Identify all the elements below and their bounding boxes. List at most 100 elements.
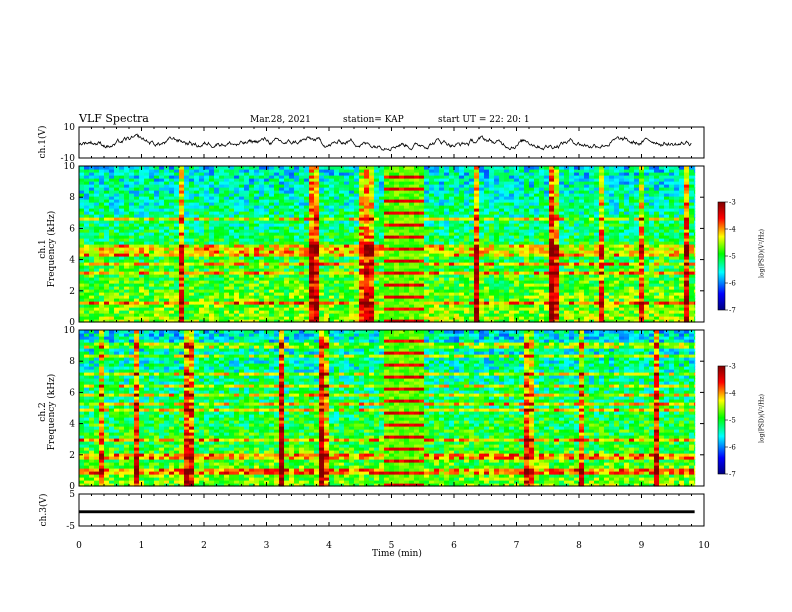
ch1-spectrogram-cell xyxy=(434,298,440,302)
ch1-spectrogram-cell xyxy=(474,244,480,248)
ch1-spectrogram-cell xyxy=(514,283,520,287)
ch1-spectrogram-cell xyxy=(174,226,180,230)
ch1-spectrogram-cell xyxy=(569,226,575,230)
ch1-spectrogram-cell xyxy=(219,307,225,311)
ch1-spectrogram-cell xyxy=(304,304,310,308)
ch1-spectrogram-cell xyxy=(224,202,230,206)
ch1-spectrogram-cell xyxy=(604,262,610,266)
ch1-spectrogram-cell xyxy=(304,286,310,290)
ch1-spectrogram-cell xyxy=(294,295,300,299)
ch1-spectrogram-cell xyxy=(204,286,210,290)
ch1-spectrogram-cell xyxy=(164,235,170,239)
ch1-spectrogram-cell xyxy=(349,211,355,215)
ch1-spectrogram-cell xyxy=(229,319,235,323)
ch1-spectrogram-cell xyxy=(114,247,120,251)
ch1-spectrogram-cell xyxy=(454,307,460,311)
ch1-spectrogram-cell xyxy=(154,217,160,221)
ch1-spectrogram-cell xyxy=(584,295,590,299)
ch1-spectrogram-cell xyxy=(169,250,175,254)
ch1-spectrogram-cell xyxy=(184,301,190,305)
ch1-spectrogram-cell xyxy=(559,262,565,266)
ch1-spectrogram-cell xyxy=(409,256,415,260)
ch1-spectrogram-cell xyxy=(434,283,440,287)
ch1-spectrogram-cell xyxy=(139,271,145,275)
ch1-spectrogram-cell xyxy=(604,208,610,212)
ch1-spectrogram-cell xyxy=(359,244,365,248)
ch1-spectrogram-cell xyxy=(259,229,265,233)
ch1-spectrogram-cell xyxy=(344,271,350,275)
ch1-spectrogram-cell xyxy=(629,313,635,317)
ch1-spectrogram-cell xyxy=(639,271,645,275)
ch1-spectrogram-cell xyxy=(249,205,255,209)
ch1-spectrogram-cell xyxy=(694,301,696,305)
ch1-spectrogram-cell xyxy=(274,214,280,218)
ch1-spectrogram-cell xyxy=(514,217,520,221)
ch1-spectrogram-cell xyxy=(424,280,430,284)
ch1-spectrogram-cell xyxy=(99,202,105,206)
ch1-spectrogram-cell xyxy=(599,208,605,212)
ch1-spectrogram-cell xyxy=(484,244,490,248)
ch1-spectrogram-cell xyxy=(174,283,180,287)
ch1-spectrogram-cell xyxy=(549,292,555,296)
ch1-spectrogram-cell xyxy=(284,277,290,281)
ch1-spectrogram-cell xyxy=(284,202,290,206)
ch1-spectrogram-cell xyxy=(424,217,430,221)
ch1-spectrogram-cell xyxy=(174,205,180,209)
ch1-spectrogram-cell xyxy=(389,253,395,257)
ch1-spectrogram-cell xyxy=(494,271,500,275)
ch1-spectrogram-cell xyxy=(509,256,515,260)
ch1-spectrogram-cell xyxy=(564,238,570,242)
ch1-spectrogram-cell xyxy=(509,286,515,290)
ch1-spectrogram-cell xyxy=(89,241,95,245)
ch1-spectrogram-cell xyxy=(144,256,150,260)
ch1-spectrogram-cell xyxy=(119,247,125,251)
ch1-spectrogram-cell xyxy=(214,205,220,209)
ch1-spectrogram-cell xyxy=(349,235,355,239)
ch1-spectrogram-cell xyxy=(439,277,445,281)
ch1-spectrogram-cell xyxy=(194,238,200,242)
ch1-spectrogram-cell xyxy=(594,229,600,233)
ch1-spectrogram-cell xyxy=(679,286,685,290)
ch1-spectrogram-cell xyxy=(474,247,480,251)
ch1-spectrogram-cell xyxy=(664,280,670,284)
ch1-spectrogram-cell xyxy=(359,220,365,224)
ch1-spectrogram-cell xyxy=(89,274,95,278)
ch1-spectrogram-cell xyxy=(174,199,180,203)
ch1-spectrogram-cell xyxy=(499,295,505,299)
ch1-spectrogram-cell xyxy=(249,313,255,317)
ch1-spectrogram-cell xyxy=(504,247,510,251)
ch1-spectrogram-cell xyxy=(334,307,340,311)
ch1-spectrogram-cell xyxy=(244,301,250,305)
ch1-spectrogram-cell xyxy=(404,262,410,266)
ch1-spectrogram-cell xyxy=(669,238,675,242)
ch1-spectrogram-cell xyxy=(134,226,140,230)
ch1-spectrogram-cell xyxy=(194,271,200,275)
ch1-spectrogram-cell xyxy=(609,253,615,257)
ch1-spectrogram-cell xyxy=(389,244,395,248)
ch1-spectrogram-cell xyxy=(284,232,290,236)
ch1-spectrogram-cell xyxy=(219,316,225,320)
ch1-spectrogram-cell xyxy=(174,319,180,323)
ch1-spectrogram-cell xyxy=(169,238,175,242)
ch1-spectrogram-cell xyxy=(214,310,220,314)
ch1-spectrogram-cell xyxy=(644,250,650,254)
ch1-spectrogram-cell xyxy=(649,313,655,317)
ch1-spectrogram-cell xyxy=(124,262,130,266)
ch1-spectrogram-cell xyxy=(564,289,570,293)
ch1-spectrogram-cell xyxy=(204,313,210,317)
ch1-spectrogram-cell xyxy=(539,274,545,278)
ch1-spectrogram-cell xyxy=(204,271,210,275)
ch1-spectrogram-cell xyxy=(364,244,370,248)
ch1-spectrogram-cell xyxy=(664,208,670,212)
ch1-spectrogram-cell xyxy=(284,268,290,272)
ch1-spectrogram-cell xyxy=(224,307,230,311)
ch1-spectrogram-cell xyxy=(289,301,295,305)
ch1-spectrogram-cell xyxy=(179,310,185,314)
ch1-spectrogram-cell xyxy=(644,238,650,242)
ch1-spectrogram-cell xyxy=(289,226,295,230)
ch1-spectrogram-cell xyxy=(254,286,260,290)
ch1-spectrogram-cell xyxy=(79,217,85,221)
ch1-spectrogram-cell xyxy=(444,247,450,251)
ch1-spectrogram-cell xyxy=(259,253,265,257)
ch1-spectrogram-cell xyxy=(144,313,150,317)
